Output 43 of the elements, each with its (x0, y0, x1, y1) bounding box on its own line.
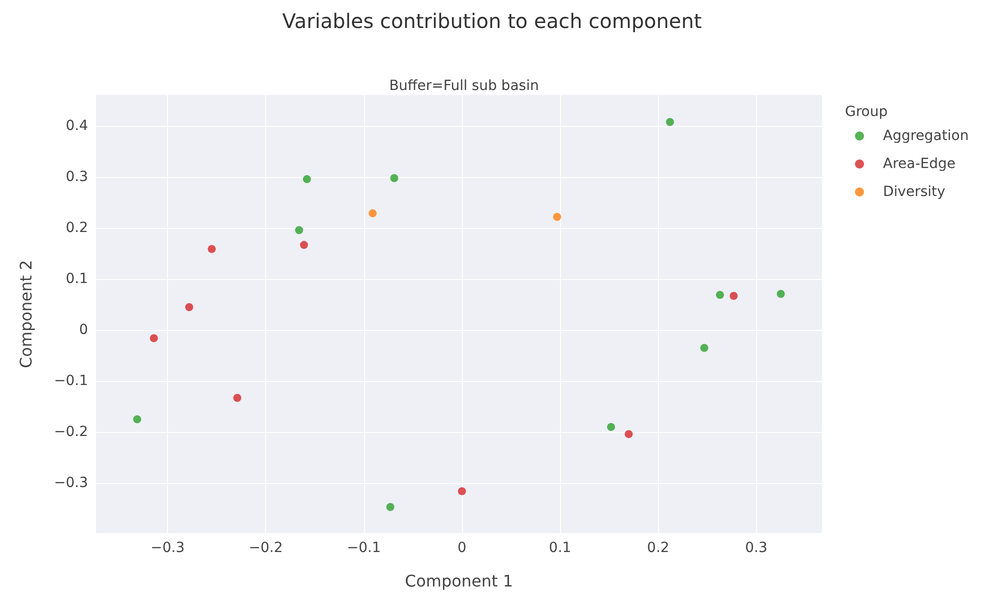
x-tick-label: 0 (457, 540, 466, 556)
point (553, 212, 562, 221)
legend-label: Diversity (883, 184, 946, 200)
point (233, 394, 242, 402)
point (458, 487, 466, 496)
point (208, 244, 216, 253)
point (730, 292, 738, 300)
x-tick-label: −0.3 (150, 540, 185, 556)
point (390, 174, 398, 182)
y-tick-label: −0.1 (54, 373, 88, 390)
point (133, 415, 142, 424)
point (700, 344, 708, 352)
point (185, 303, 194, 312)
point (624, 430, 633, 438)
point (150, 334, 158, 342)
y-tick-label: 0.4 (66, 118, 88, 134)
y-tick-label: 0 (79, 322, 88, 338)
y-tick-label: 0.1 (66, 271, 88, 288)
point (302, 175, 311, 184)
legend-title: Group (845, 104, 888, 120)
y-tick-label: −0.3 (54, 475, 88, 492)
x-tick-label: 0.3 (745, 540, 768, 556)
y-tick-label: −0.2 (54, 424, 88, 440)
x-tick-label: −0.1 (346, 540, 381, 556)
point (716, 290, 724, 299)
legend-label: Area-Edge (883, 156, 956, 172)
chart-subtitle: Buffer=Full sub basin (389, 78, 539, 94)
chart-title: Variables contribution to each component (282, 9, 702, 33)
y-axis-title: Component 2 (16, 260, 36, 368)
x-tick-label: 0.2 (647, 540, 670, 556)
legend-label: Aggregation (883, 128, 969, 144)
point (607, 422, 616, 431)
x-tick-label: −0.2 (248, 540, 283, 556)
x-tick-label: 0.1 (548, 540, 572, 556)
point (386, 502, 394, 511)
y-tick-label: 0.3 (66, 169, 88, 186)
point (776, 290, 785, 298)
point (368, 209, 377, 218)
point (300, 240, 308, 249)
point (295, 226, 304, 234)
y-tick-label: 0.2 (66, 220, 88, 236)
point (666, 118, 674, 126)
x-axis-title: Component 1 (404, 572, 514, 590)
